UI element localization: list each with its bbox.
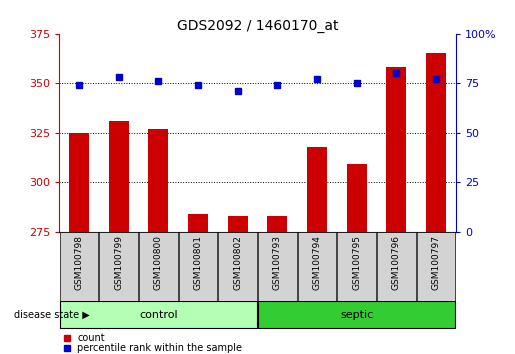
Text: GSM100800: GSM100800	[154, 235, 163, 290]
Bar	[99, 232, 138, 301]
Text: GSM100794: GSM100794	[313, 235, 321, 290]
Text: GSM100801: GSM100801	[194, 235, 202, 290]
Text: GSM100796: GSM100796	[392, 235, 401, 290]
Bar	[347, 164, 367, 232]
Text: GSM100798: GSM100798	[75, 235, 83, 290]
Bar	[307, 147, 327, 232]
Bar	[426, 53, 446, 232]
Text: GSM100795: GSM100795	[352, 235, 361, 290]
Bar	[337, 232, 376, 301]
Bar	[179, 232, 217, 301]
Bar	[417, 232, 455, 301]
Bar	[258, 232, 297, 301]
Bar	[148, 129, 168, 232]
Text: GSM100799: GSM100799	[114, 235, 123, 290]
Bar	[69, 133, 89, 232]
Text: percentile rank within the sample: percentile rank within the sample	[77, 343, 242, 353]
Bar	[139, 232, 178, 301]
Bar	[60, 301, 257, 328]
Text: GSM100797: GSM100797	[432, 235, 440, 290]
Bar	[109, 121, 129, 232]
Text: count: count	[77, 333, 105, 343]
Bar	[386, 67, 406, 232]
Bar	[258, 301, 455, 328]
Bar	[218, 232, 257, 301]
Bar	[188, 214, 208, 232]
Text: control: control	[139, 309, 178, 320]
Bar	[377, 232, 416, 301]
Text: GSM100802: GSM100802	[233, 235, 242, 290]
Bar	[298, 232, 336, 301]
Title: GDS2092 / 1460170_at: GDS2092 / 1460170_at	[177, 19, 338, 33]
Text: GSM100793: GSM100793	[273, 235, 282, 290]
Text: disease state ▶: disease state ▶	[13, 309, 90, 320]
Bar	[60, 232, 98, 301]
Bar	[228, 216, 248, 232]
Bar	[267, 216, 287, 232]
Text: septic: septic	[340, 309, 373, 320]
